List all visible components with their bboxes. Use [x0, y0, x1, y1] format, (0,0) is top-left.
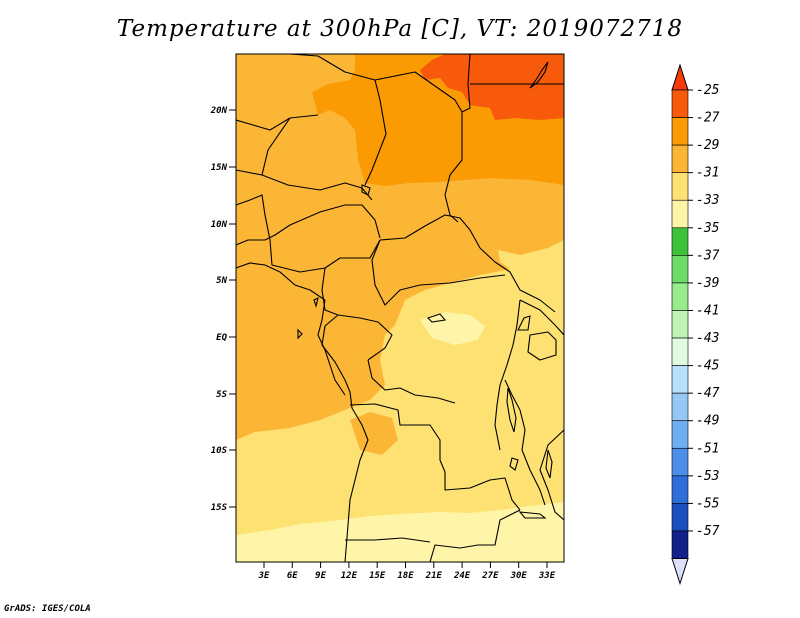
- chart-title: Temperature at 300hPa [C], VT: 201907271…: [116, 16, 684, 42]
- colorbar-label: -25: [696, 83, 720, 98]
- temperature-field: [236, 54, 564, 562]
- lon-tick-label: 18E: [397, 571, 414, 581]
- colorbar-swatch: [671, 172, 689, 201]
- colorbar-label: -35: [696, 221, 720, 236]
- band-29-angola-tongue: [350, 412, 398, 455]
- colorbar-swatch: [671, 199, 689, 229]
- colorbar-swatch: [671, 475, 689, 504]
- colorbar-top-triangle: [671, 63, 689, 91]
- colorbar-swatch: [671, 365, 689, 394]
- colorbar-swatch: [671, 420, 689, 449]
- colorbar-swatch: [671, 392, 689, 422]
- lakes: [361, 61, 553, 519]
- longitude-axis: 3E 6E 9E 12E 15E 18E 21E 24E 27E 30E 33E: [258, 562, 556, 581]
- colorbar-swatch: [671, 117, 689, 146]
- band-33-south: [236, 502, 564, 562]
- band-33-congo-patch: [420, 312, 485, 345]
- credit-text: GrADS: IGES/COLA: [4, 604, 91, 614]
- colorbar-label: -53: [696, 469, 719, 484]
- lat-tick-label: 5S: [216, 390, 227, 400]
- colorbar-swatch: [671, 227, 689, 256]
- colorbar-swatch: [671, 89, 689, 118]
- colorbar: -25 -27 -29 -31 -33 -35 -37 -39 -41 -43 -45 -47 -49 -…: [671, 63, 720, 586]
- colorbar-label: -41: [696, 303, 719, 318]
- colorbar-label: -33: [696, 193, 719, 208]
- colorbar-swatch: [671, 447, 689, 477]
- colorbar-swatch: [671, 144, 689, 173]
- lon-tick-label: 12E: [341, 571, 358, 581]
- lat-tick-label: 10N: [211, 220, 228, 230]
- band-31-upper-east: [498, 240, 564, 272]
- colorbar-swatch: [671, 503, 689, 532]
- colorbar-swatch: [671, 337, 689, 366]
- lon-tick-label: 24E: [453, 571, 471, 581]
- country-borders: [236, 54, 564, 562]
- colorbar-swatch: [671, 310, 689, 339]
- coastline: [236, 262, 346, 396]
- colorbar-label: -39: [696, 276, 719, 291]
- lon-tick-label: 6E: [287, 571, 298, 581]
- lon-tick-label: 27E: [481, 571, 499, 581]
- lon-tick-label: 33E: [538, 571, 556, 581]
- colorbar-label: -45: [696, 359, 720, 374]
- colorbar-label: -43: [696, 331, 719, 346]
- lat-tick-label: 20N: [210, 106, 228, 116]
- colorbar-label: -27: [696, 111, 720, 126]
- lon-tick-label: 21E: [425, 571, 443, 581]
- lon-tick-label: 3E: [258, 571, 270, 581]
- lon-tick-label: 30E: [510, 571, 528, 581]
- lat-tick-label: 10S: [211, 446, 228, 456]
- colorbar-label: -29: [696, 138, 719, 153]
- colorbar-swatch: [671, 255, 689, 284]
- latitude-axis: 20N 15N 10N 5N EQ 5S 10S 15S: [210, 106, 236, 513]
- colorbar-label: -55: [696, 496, 720, 511]
- lon-tick-label: 15E: [369, 571, 386, 581]
- colorbar-label: -37: [696, 248, 720, 263]
- lat-tick-label: 15N: [211, 163, 228, 173]
- lat-tick-label: 5N: [216, 276, 227, 286]
- colorbar-label: -51: [696, 441, 719, 456]
- colorbar-label: -49: [696, 414, 719, 429]
- lat-tick-label: 15S: [211, 503, 228, 513]
- colorbar-swatch: [671, 282, 689, 311]
- band-25-northeast: [420, 54, 564, 120]
- colorbar-bottom-triangle: [671, 558, 689, 586]
- colorbar-swatch: [671, 530, 689, 559]
- colorbar-label: -57: [696, 524, 720, 539]
- colorbar-label: -31: [696, 166, 719, 181]
- lon-tick-label: 9E: [315, 571, 326, 581]
- map-frame: [235, 53, 565, 563]
- colorbar-label: -47: [696, 386, 720, 401]
- lat-tick-label: EQ: [216, 333, 227, 343]
